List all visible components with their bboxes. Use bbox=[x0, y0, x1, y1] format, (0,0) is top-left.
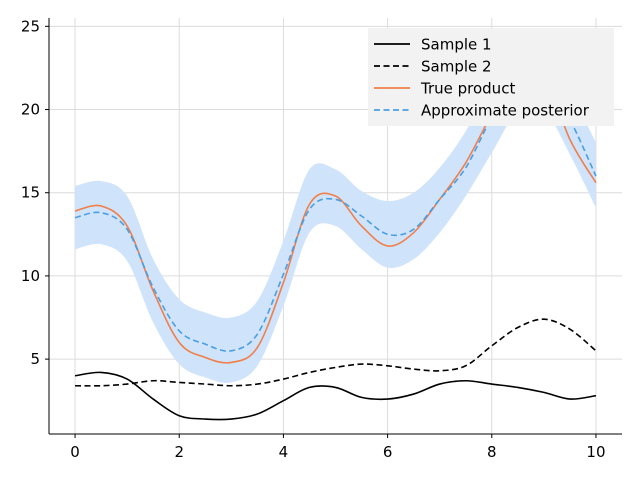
x-tick-label: 6 bbox=[383, 443, 393, 461]
legend-label: Sample 1 bbox=[421, 36, 492, 54]
y-tick-label: 15 bbox=[21, 184, 40, 202]
series-line-sample-1 bbox=[74, 371, 597, 421]
x-tick-label: 2 bbox=[174, 443, 184, 461]
y-tick-label: 10 bbox=[21, 267, 40, 285]
x-tick-label: 0 bbox=[70, 443, 80, 461]
series-line-sample-2 bbox=[75, 318, 597, 387]
legend: Sample 1 Sample 2 True product Approximate … bbox=[368, 28, 614, 126]
legend-label: Approximate posterior bbox=[421, 102, 590, 120]
x-tick-label: 10 bbox=[586, 443, 605, 461]
band-area bbox=[75, 37, 596, 383]
x-tick-label: 4 bbox=[279, 443, 289, 461]
x-tick-label: 8 bbox=[487, 443, 497, 461]
axes: 0 2 4 6 8 10 5 10 15 20 25 bbox=[21, 17, 622, 461]
legend-label: True product bbox=[420, 80, 515, 98]
legend-label: Sample 2 bbox=[421, 58, 492, 76]
y-tick-label: 25 bbox=[21, 17, 40, 35]
uncertainty-band bbox=[75, 37, 596, 383]
y-tick-label: 5 bbox=[30, 350, 40, 368]
y-tick-label: 20 bbox=[21, 101, 40, 119]
